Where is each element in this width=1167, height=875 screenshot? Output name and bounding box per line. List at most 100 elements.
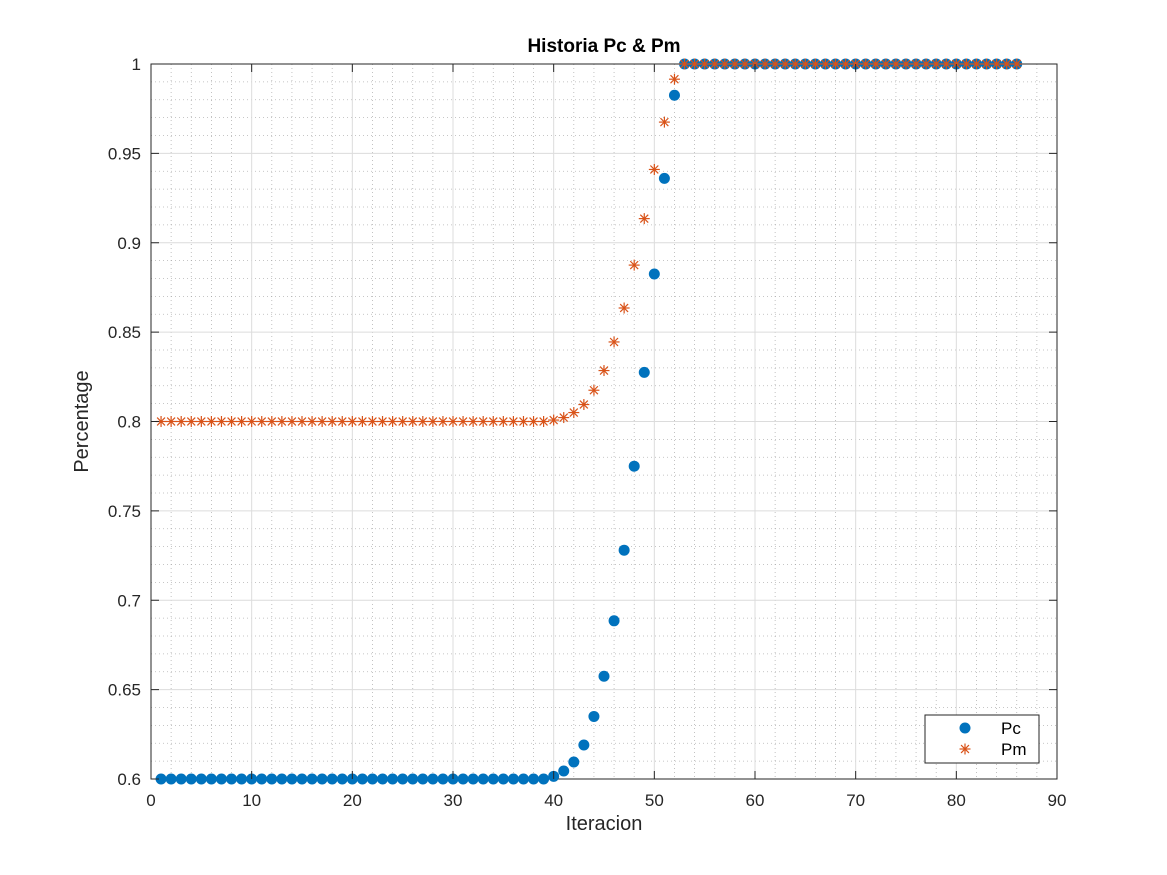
asterisk-stroke	[207, 417, 216, 426]
data-point-pc	[326, 773, 338, 785]
data-point-pc	[175, 773, 187, 785]
data-point-pm	[417, 416, 429, 427]
asterisk-stroke	[468, 417, 478, 426]
data-point-pm	[900, 58, 912, 70]
y-tick-label: 1	[132, 55, 141, 74]
data-point-pm	[578, 399, 590, 411]
asterisk-stroke	[166, 417, 176, 426]
asterisk-stroke	[408, 417, 418, 426]
data-point-pm	[346, 416, 358, 427]
data-point-pm	[769, 58, 781, 70]
data-point-pc	[437, 773, 449, 785]
data-point-pc	[316, 773, 328, 785]
data-point-pc	[215, 773, 227, 785]
data-point-pc	[226, 773, 238, 785]
data-point-pm	[558, 412, 570, 424]
data-point-pm	[981, 58, 993, 70]
asterisk-stroke	[589, 385, 599, 395]
asterisk-stroke	[378, 417, 387, 426]
asterisk-stroke	[307, 417, 317, 426]
asterisk-stroke	[337, 417, 347, 426]
data-point-pm	[1011, 58, 1023, 70]
asterisk-stroke	[690, 59, 699, 69]
asterisk-stroke	[972, 59, 981, 69]
data-point-pm	[991, 58, 1003, 70]
data-point-pc	[266, 773, 278, 785]
data-point-pc	[658, 172, 670, 184]
data-point-pc	[668, 89, 680, 101]
data-point-pm	[699, 58, 711, 70]
y-tick-label: 0.75	[108, 502, 141, 521]
data-point-pc	[528, 773, 540, 785]
asterisk-stroke	[931, 59, 941, 69]
data-point-pm	[175, 416, 187, 427]
asterisk-stroke	[398, 417, 408, 426]
y-tick-label: 0.85	[108, 323, 141, 342]
asterisk-stroke	[498, 417, 508, 426]
data-point-pm	[336, 416, 348, 427]
asterisk-stroke	[358, 417, 367, 426]
data-point-pm	[920, 58, 932, 70]
data-point-pm	[618, 302, 630, 314]
x-tick-label: 70	[846, 791, 865, 810]
data-point-pm	[779, 58, 791, 70]
asterisk-stroke	[317, 417, 327, 426]
asterisk-stroke	[237, 417, 246, 426]
asterisk-stroke	[549, 415, 559, 425]
asterisk-stroke	[649, 165, 659, 174]
data-point-pm	[789, 58, 801, 70]
y-tick-label: 0.6	[117, 770, 141, 789]
data-point-pm	[427, 416, 439, 427]
legend-entry-pc: Pc	[959, 719, 1021, 738]
data-point-pm	[890, 58, 902, 70]
asterisk-stroke	[267, 417, 277, 426]
asterisk-stroke	[760, 59, 770, 69]
data-point-pc	[397, 773, 409, 785]
asterisk-stroke	[700, 59, 710, 69]
asterisk-stroke	[176, 417, 186, 426]
data-point-pm	[507, 416, 519, 427]
asterisk-stroke	[559, 413, 569, 422]
data-point-pm	[638, 213, 650, 225]
data-point-pm	[316, 416, 328, 427]
asterisk-stroke	[368, 417, 377, 426]
data-point-pc	[256, 773, 268, 785]
asterisk-stroke	[478, 417, 488, 426]
asterisk-stroke	[247, 417, 257, 426]
data-point-pm	[719, 58, 731, 70]
data-point-pc	[306, 773, 318, 785]
legend-marker-pm	[959, 743, 971, 755]
data-point-pc	[477, 773, 489, 785]
asterisk-stroke	[1002, 59, 1012, 69]
data-point-pm	[205, 416, 217, 427]
y-axis: 0.6 0.65 0.7 0.75 0.8 0.85 0.9 0.95 1	[108, 55, 1057, 789]
asterisk-stroke	[599, 366, 609, 375]
data-point-pm	[648, 163, 660, 175]
x-tick-label: 20	[343, 791, 362, 810]
legend: Pc Pm	[924, 714, 1040, 764]
asterisk-stroke	[227, 417, 236, 426]
asterisk-stroke	[277, 417, 287, 426]
asterisk-stroke	[841, 59, 850, 69]
asterisk-stroke	[962, 59, 971, 69]
asterisk-stroke	[821, 59, 830, 69]
legend-entry-pm: Pm	[959, 740, 1027, 759]
data-point-pm	[528, 416, 540, 427]
data-point-pm	[387, 416, 399, 427]
asterisk-stroke	[992, 59, 1001, 69]
data-point-pc	[356, 773, 368, 785]
asterisk-stroke	[569, 408, 579, 417]
data-point-pm	[356, 416, 368, 427]
data-point-pc	[598, 670, 610, 682]
data-point-pm	[256, 416, 268, 427]
x-tick-label: 0	[146, 791, 155, 810]
data-point-pc	[578, 739, 590, 751]
asterisk-stroke	[710, 59, 720, 69]
asterisk-stroke	[881, 59, 891, 69]
asterisk-stroke	[780, 59, 790, 69]
data-point-pm	[960, 58, 972, 70]
data-point-pc	[618, 544, 630, 556]
x-tick-label: 10	[242, 791, 261, 810]
data-point-pc	[205, 773, 217, 785]
asterisk-stroke	[982, 59, 991, 69]
